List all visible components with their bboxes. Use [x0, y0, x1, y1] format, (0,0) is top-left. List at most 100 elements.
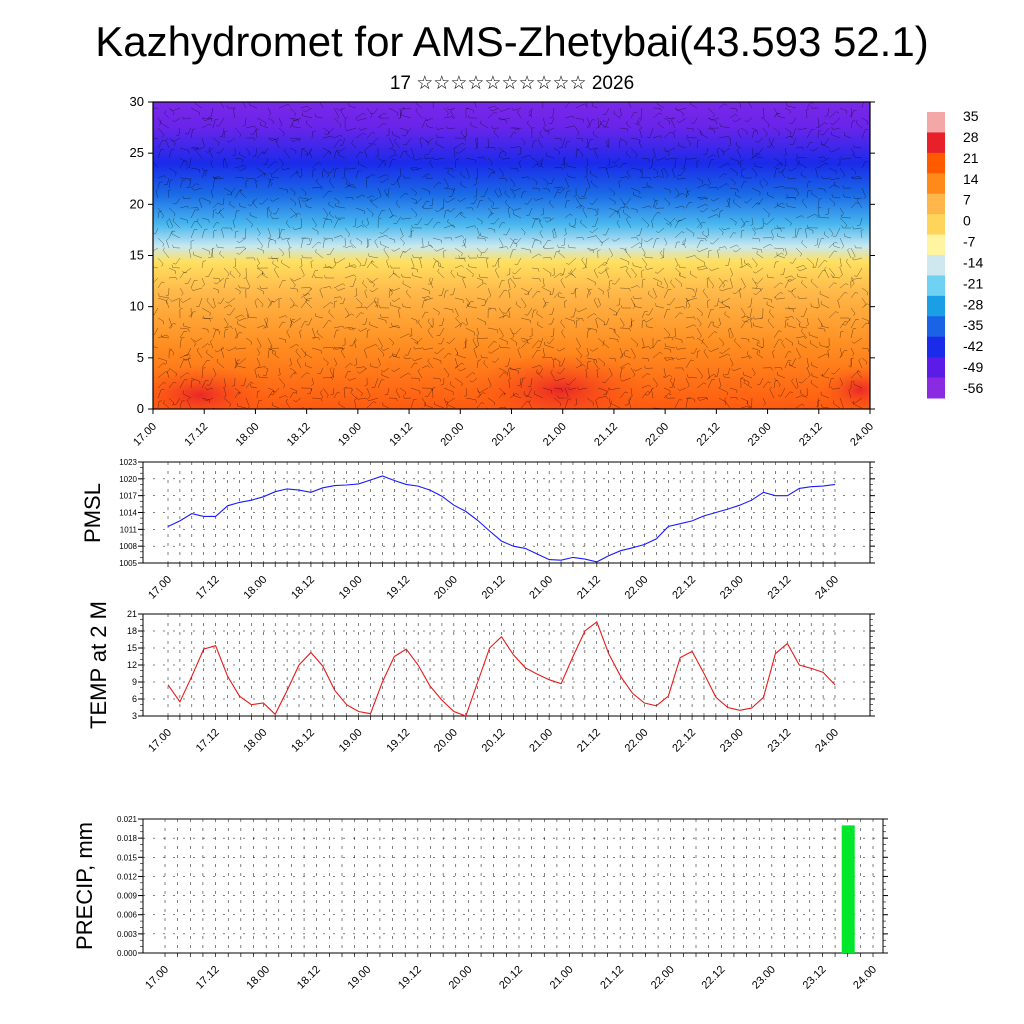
x-tick-label: 17.12	[194, 574, 222, 602]
y-tick-label: 0.006	[117, 911, 138, 920]
colorbar-swatch	[927, 316, 945, 338]
x-tick-label: 24.00	[813, 574, 841, 602]
y-tick-label: 0.003	[117, 930, 138, 939]
x-tick-label: 18.00	[241, 574, 269, 602]
colorbar-label: -42	[963, 338, 983, 354]
x-tick-label: 20.00	[432, 574, 460, 602]
y-tick-label: 1023	[119, 458, 137, 467]
colorbar-label: -14	[963, 254, 983, 270]
colorbar-label: 35	[963, 108, 979, 124]
colorbar-label: -49	[963, 359, 983, 375]
colorbar-label: 14	[963, 171, 979, 187]
y-tick-label: 21	[127, 609, 137, 619]
colorbar-swatch	[927, 357, 945, 379]
colorbar-label: -56	[963, 380, 983, 396]
y-tick-label: 18	[127, 626, 137, 636]
x-tick-label: 22.00	[623, 574, 651, 602]
x-tick-label: 17.00	[131, 421, 159, 449]
y-tick-label: 6	[132, 694, 137, 704]
series-line	[167, 621, 836, 717]
colorbar-swatch	[927, 173, 945, 195]
y-tick-label: 0.021	[117, 815, 138, 824]
y-axis-label: TEMP at 2 M	[86, 601, 111, 729]
panel-frame	[142, 461, 871, 564]
x-tick-label: 23.00	[718, 574, 746, 602]
x-tick-label: 19.12	[396, 964, 424, 992]
colorbar-swatch	[927, 275, 945, 297]
temperature-panel: 3 6 9 12 15 18 21 17.00 17.12 18.00 18.12 19.00 19.1…	[86, 601, 875, 755]
y-tick-label: 0.009	[117, 892, 138, 901]
colorbar-label: 0	[963, 213, 971, 229]
y-tick-label: 5	[137, 350, 144, 365]
warm-core	[153, 365, 270, 409]
warm-core	[820, 365, 870, 409]
cross-x-axis: 17.00 17.12 18.00 18.12 19.00 19.12 20.00 20.12…	[131, 409, 876, 449]
series-line	[167, 475, 836, 563]
colorbar-label: -35	[963, 317, 983, 333]
y-tick-label: 25	[130, 145, 144, 160]
x-tick-label: 23.12	[766, 727, 794, 755]
x-tick-label: 19.00	[336, 421, 364, 449]
colorbar-legend: 35 28 21 14 7 0 -7 -14 -21 -28 -35 -42 -49 -56	[927, 108, 983, 399]
x-tick-label: 18.00	[241, 727, 269, 755]
x-tick-label: 20.00	[432, 727, 460, 755]
colorbar-swatch	[927, 112, 945, 133]
x-tick-label: 17.12	[182, 421, 210, 449]
y-tick-label: 15	[127, 643, 137, 653]
x-tick-label: 22.00	[643, 421, 671, 449]
x-tick-label: 23.00	[750, 964, 778, 992]
y-axis-label: PMSL	[80, 483, 105, 543]
x-tick-label: 17.00	[146, 727, 174, 755]
x-tick-label: 19.00	[337, 574, 365, 602]
y-tick-label: 3	[132, 711, 137, 721]
x-tick-label: 18.12	[285, 421, 313, 449]
y-tick-label: 0.000	[117, 949, 138, 958]
x-tick-label: 23.12	[766, 574, 794, 602]
x-tick-label: 21.12	[592, 421, 620, 449]
x-tick-label: 23.12	[801, 964, 829, 992]
colorbar-swatch	[927, 234, 945, 256]
x-tick-label: 21.12	[575, 574, 603, 602]
colorbar-swatch	[927, 295, 945, 317]
colorbar-label: -21	[963, 275, 983, 291]
x-tick-label: 20.12	[480, 727, 508, 755]
colorbar-label: 7	[963, 192, 971, 208]
x-tick-label: 20.12	[480, 574, 508, 602]
x-tick-label: 19.12	[384, 727, 412, 755]
colorbar-swatch	[927, 214, 945, 236]
x-tick-label: 18.12	[289, 574, 317, 602]
x-tick-label: 23.00	[718, 727, 746, 755]
x-tick-label: 22.12	[670, 727, 698, 755]
x-tick-label: 17.00	[143, 964, 171, 992]
x-tick-label: 22.00	[623, 727, 651, 755]
x-tick-label: 17.12	[194, 727, 222, 755]
y-tick-label: 20	[130, 196, 144, 211]
page-title: Kazhydromet for AMS-Zhetybai(43.593 52.1…	[95, 18, 929, 65]
colorbar-label: 28	[963, 129, 979, 145]
x-tick-label: 18.12	[295, 964, 323, 992]
y-tick-label: 1005	[119, 559, 137, 568]
y-tick-label: 1020	[119, 475, 137, 484]
page-subtitle: 17 ☆☆☆☆☆☆☆☆☆☆ 2026	[389, 73, 635, 94]
warm-core	[470, 352, 650, 409]
y-tick-label: 15	[130, 248, 144, 263]
cross-section-panel: 0 5 10 15 20 25 30 17.00 17.12 18.00 18.12 19.00 19…	[130, 94, 877, 449]
x-tick-label: 24.00	[813, 727, 841, 755]
x-tick-label: 22.12	[695, 421, 723, 449]
y-tick-label: 0	[137, 401, 144, 416]
x-tick-label: 18.12	[289, 727, 317, 755]
x-tick-label: 21.00	[527, 727, 555, 755]
colorbar-swatch	[927, 377, 945, 399]
panel-frame	[142, 613, 871, 717]
x-tick-label: 20.12	[497, 964, 525, 992]
x-tick-label: 20.00	[447, 964, 475, 992]
x-tick-label: 21.12	[575, 727, 603, 755]
colorbar-swatch	[927, 336, 945, 358]
y-tick-label: 0.015	[117, 853, 138, 862]
y-tick-label: 12	[127, 660, 137, 670]
y-tick-label: 1011	[120, 525, 138, 534]
x-tick-label: 18.00	[244, 964, 272, 992]
y-tick-label: 9	[132, 677, 137, 687]
x-tick-label: 17.12	[194, 964, 222, 992]
x-tick-label: 23.12	[797, 421, 825, 449]
